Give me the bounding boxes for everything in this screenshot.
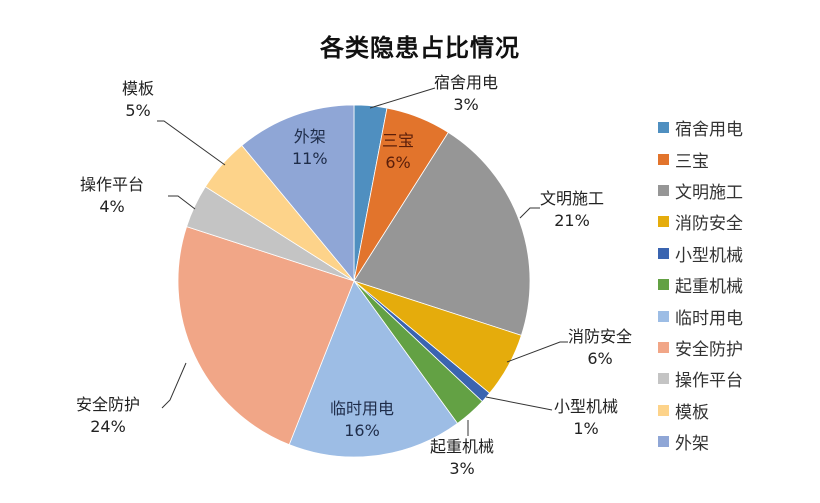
legend-label: 外架 bbox=[675, 434, 709, 455]
label-pct: 5% bbox=[125, 101, 151, 120]
legend-label: 宿舍用电 bbox=[675, 120, 743, 141]
label-name: 安全防护 bbox=[76, 395, 141, 414]
legend-item: 消防安全 bbox=[658, 206, 743, 237]
label-name: 外架 bbox=[293, 127, 326, 146]
legend-swatch-icon bbox=[658, 436, 669, 448]
slice-label-小型机械: 小型机械 1% bbox=[554, 396, 618, 440]
label-pct: 6% bbox=[385, 153, 411, 172]
legend-swatch-icon bbox=[658, 310, 669, 322]
slice-label-临时用电: 临时用电 16% bbox=[330, 398, 394, 442]
legend-item: 临时用电 bbox=[658, 300, 743, 331]
legend-item: 宿舍用电 bbox=[658, 112, 743, 143]
label-pct: 3% bbox=[449, 459, 475, 478]
label-pct: 24% bbox=[90, 417, 126, 436]
slice-label-三宝: 三宝 6% bbox=[382, 130, 414, 174]
legend-swatch-icon bbox=[658, 216, 669, 228]
legend-item: 小型机械 bbox=[658, 238, 743, 269]
slice-label-文明施工: 文明施工 21% bbox=[540, 188, 604, 232]
leader-line-文明施工 bbox=[519, 207, 540, 219]
legend-swatch-icon bbox=[658, 341, 669, 353]
label-pct: 11% bbox=[292, 149, 328, 168]
legend-item: 操作平台 bbox=[658, 363, 743, 394]
slice-label-模板: 模板 5% bbox=[122, 78, 154, 122]
legend-swatch-icon bbox=[658, 184, 669, 196]
legend-item: 外架 bbox=[658, 426, 743, 457]
leader-line-小型机械 bbox=[485, 396, 553, 411]
legend-label: 模板 bbox=[675, 402, 709, 423]
pie-slices bbox=[177, 104, 531, 458]
legend-label: 起重机械 bbox=[675, 277, 743, 298]
slice-label-宿舍用电: 宿舍用电 3% bbox=[434, 72, 498, 116]
legend-label: 消防安全 bbox=[675, 214, 743, 235]
label-pct: 1% bbox=[573, 419, 599, 438]
label-name: 临时用电 bbox=[330, 399, 395, 418]
label-name: 文明施工 bbox=[540, 189, 605, 208]
pie-slice-安全防护 bbox=[177, 226, 355, 446]
legend-item: 模板 bbox=[658, 395, 743, 426]
label-name: 模板 bbox=[122, 79, 155, 98]
legend-swatch-icon bbox=[658, 122, 669, 134]
legend-label: 文明施工 bbox=[675, 182, 743, 203]
label-pct: 6% bbox=[587, 349, 613, 368]
legend-label: 临时用电 bbox=[675, 308, 743, 329]
leader-line-操作平台 bbox=[168, 195, 196, 210]
slice-label-安全防护: 安全防护 24% bbox=[76, 394, 140, 438]
pie-slice-临时用电 bbox=[288, 280, 459, 458]
label-name: 起重机械 bbox=[430, 437, 495, 456]
label-pct: 4% bbox=[99, 197, 125, 216]
legend-label: 小型机械 bbox=[675, 245, 743, 266]
legend-label: 安全防护 bbox=[675, 339, 743, 360]
slice-label-起重机械: 起重机械 3% bbox=[430, 436, 494, 480]
label-pct: 16% bbox=[344, 421, 380, 440]
legend-swatch-icon bbox=[658, 404, 669, 416]
leader-lines bbox=[157, 87, 568, 436]
label-pct: 21% bbox=[554, 211, 590, 230]
label-name: 操作平台 bbox=[80, 175, 145, 194]
leader-line-消防安全 bbox=[506, 341, 568, 363]
legend-swatch-icon bbox=[658, 373, 669, 385]
pie-slice-文明施工 bbox=[353, 131, 531, 336]
label-name: 三宝 bbox=[382, 131, 415, 150]
label-name: 宿舍用电 bbox=[434, 73, 499, 92]
leader-line-模板 bbox=[157, 120, 226, 166]
slice-label-外架: 外架 11% bbox=[292, 126, 328, 170]
slice-label-操作平台: 操作平台 4% bbox=[80, 174, 144, 218]
chart-title: 各类隐患占比情况 bbox=[320, 34, 520, 62]
legend: 宿舍用电三宝文明施工消防安全小型机械起重机械临时用电安全防护操作平台模板外架 bbox=[658, 112, 743, 457]
legend-swatch-icon bbox=[658, 279, 669, 291]
legend-item: 安全防护 bbox=[658, 332, 743, 363]
legend-label: 操作平台 bbox=[675, 371, 743, 392]
pie-slice-外架 bbox=[241, 104, 355, 283]
legend-item: 起重机械 bbox=[658, 269, 743, 300]
label-name: 消防安全 bbox=[568, 327, 633, 346]
leader-line-宿舍用电 bbox=[369, 87, 436, 109]
legend-swatch-icon bbox=[658, 153, 669, 165]
label-name: 小型机械 bbox=[554, 397, 619, 416]
legend-label: 三宝 bbox=[675, 151, 709, 172]
slice-label-消防安全: 消防安全 6% bbox=[568, 326, 632, 370]
label-pct: 3% bbox=[453, 95, 479, 114]
legend-item: 三宝 bbox=[658, 143, 743, 174]
legend-swatch-icon bbox=[658, 247, 669, 259]
leader-line-安全防护 bbox=[161, 362, 187, 409]
legend-item: 文明施工 bbox=[658, 175, 743, 206]
